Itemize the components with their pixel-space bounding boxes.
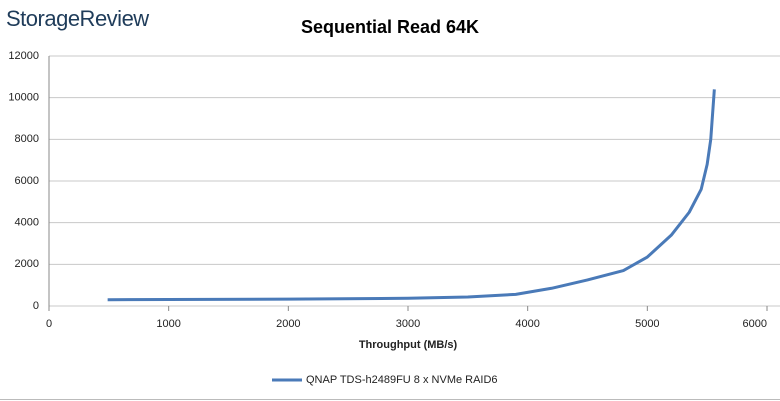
y-tick-label: 4000: [15, 217, 39, 229]
x-tick-label: 3000: [396, 318, 420, 330]
legend-label: QNAP TDS-h2489FU 8 x NVMe RAID6: [306, 374, 498, 386]
y-tick-label: 10000: [8, 92, 39, 104]
y-tick-label: 12000: [8, 50, 39, 62]
x-axis-label: Throughput (MB/s): [359, 339, 458, 351]
y-tick-label: 8000: [15, 133, 39, 145]
x-tick-label: 2000: [276, 318, 300, 330]
x-tick-label: 4000: [515, 318, 539, 330]
brand-logo: StorageReview: [6, 6, 149, 31]
y-tick-label: 2000: [15, 258, 39, 270]
series-line: [107, 89, 716, 302]
y-tick-label: 6000: [15, 175, 39, 187]
x-tick-label: 1000: [156, 318, 180, 330]
x-tick-label: 6000: [743, 318, 767, 330]
y-tick-label: 0: [33, 300, 39, 312]
x-tick-label: 5000: [635, 318, 659, 330]
x-tick-label: 0: [46, 318, 52, 330]
chart-title: Sequential Read 64K: [301, 17, 479, 37]
